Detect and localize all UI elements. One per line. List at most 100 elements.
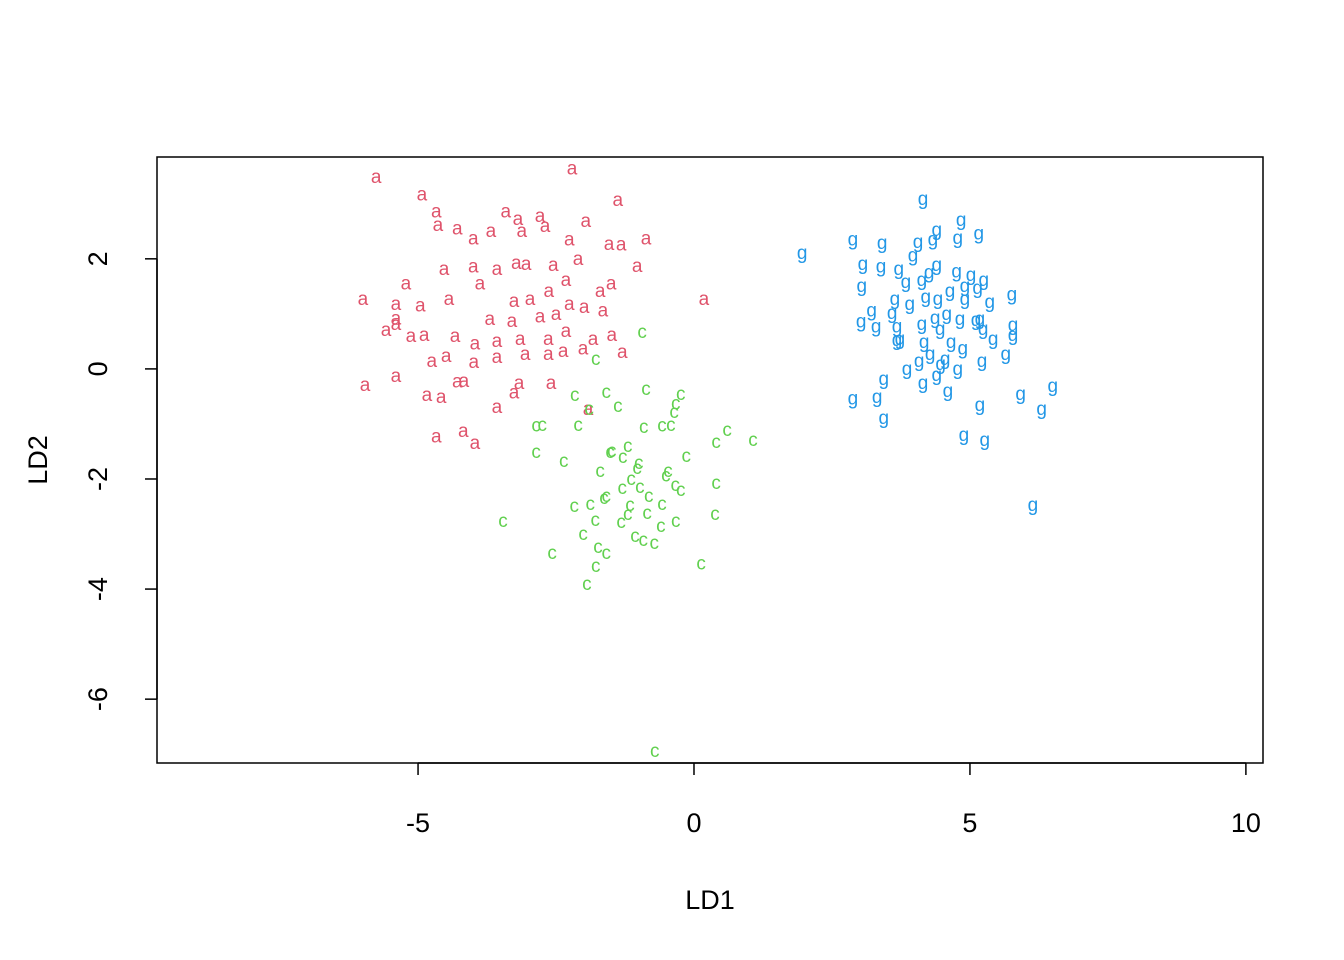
point: g xyxy=(877,233,888,254)
point: g xyxy=(1028,495,1039,516)
point: c xyxy=(711,432,721,453)
point: g xyxy=(932,220,943,241)
point: a xyxy=(470,334,481,355)
point: a xyxy=(604,234,615,255)
point: g xyxy=(966,265,977,286)
point: a xyxy=(475,274,486,295)
point: g xyxy=(953,359,964,380)
point: a xyxy=(468,229,479,250)
point: c xyxy=(625,495,635,516)
point: g xyxy=(946,332,957,353)
point: a xyxy=(581,211,592,232)
point: g xyxy=(985,292,996,313)
point: g xyxy=(871,317,882,338)
point: g xyxy=(913,232,924,253)
point: a xyxy=(520,344,531,365)
point: g xyxy=(935,319,946,340)
point: a xyxy=(561,270,572,291)
point: a xyxy=(431,202,442,223)
point: c xyxy=(591,556,601,577)
point: a xyxy=(501,202,512,223)
point: a xyxy=(544,281,555,302)
point: g xyxy=(797,243,808,264)
point: c xyxy=(641,379,651,400)
point: c xyxy=(671,394,681,415)
point: c xyxy=(591,349,601,370)
point: a xyxy=(509,291,520,312)
point: c xyxy=(573,415,583,436)
point: c xyxy=(595,461,605,482)
point: c xyxy=(661,465,671,486)
point: a xyxy=(641,229,652,250)
point: g xyxy=(917,314,928,335)
point: a xyxy=(406,326,417,347)
point: a xyxy=(401,274,412,295)
point: g xyxy=(930,308,941,329)
point: a xyxy=(468,352,479,373)
point: g xyxy=(928,230,939,251)
point: a xyxy=(381,320,392,341)
point: a xyxy=(606,325,617,346)
point: a xyxy=(606,274,617,295)
point: g xyxy=(971,310,982,331)
point: c xyxy=(696,553,706,574)
point: g xyxy=(872,387,883,408)
point: g xyxy=(848,230,859,251)
point: g xyxy=(1036,399,1047,420)
x-tick-label: -5 xyxy=(406,808,430,838)
point: a xyxy=(551,304,562,325)
point: g xyxy=(902,359,913,380)
point: g xyxy=(957,339,968,360)
point: c xyxy=(607,441,617,462)
point: c xyxy=(531,416,541,437)
point: a xyxy=(573,249,584,270)
point: g xyxy=(858,254,869,275)
point: a xyxy=(514,373,525,394)
point: g xyxy=(924,263,935,284)
point: c xyxy=(593,537,603,558)
point: g xyxy=(1008,315,1019,336)
point: c xyxy=(601,486,611,507)
point: g xyxy=(945,281,956,302)
point: a xyxy=(535,206,546,227)
point: a xyxy=(459,371,470,392)
point: c xyxy=(632,458,642,479)
y-tick-label: -2 xyxy=(83,467,113,491)
point: a xyxy=(521,254,532,275)
point: a xyxy=(509,383,520,404)
point: c xyxy=(601,543,611,564)
point: a xyxy=(579,297,590,318)
point: a xyxy=(422,385,433,406)
point: c xyxy=(537,415,547,436)
point: a xyxy=(578,339,589,360)
point: g xyxy=(887,303,898,324)
point: g xyxy=(921,287,932,308)
point: c xyxy=(710,504,720,525)
point: a xyxy=(436,387,447,408)
point: a xyxy=(517,221,528,242)
point: c xyxy=(599,488,609,509)
point: g xyxy=(940,349,951,370)
y-tick-label: 2 xyxy=(83,251,113,266)
point: g xyxy=(932,255,943,276)
point: a xyxy=(441,346,452,367)
y-axis-label: LD2 xyxy=(23,435,53,485)
point: c xyxy=(531,442,541,463)
point: c xyxy=(669,402,679,423)
point: a xyxy=(535,307,546,328)
point: a xyxy=(450,326,461,347)
x-tick-label: 10 xyxy=(1231,808,1261,838)
point: c xyxy=(623,504,633,525)
point: a xyxy=(561,321,572,342)
point: c xyxy=(711,473,721,494)
point: g xyxy=(943,381,954,402)
point: c xyxy=(682,446,692,467)
point: c xyxy=(498,511,508,532)
point: c xyxy=(657,416,667,437)
point: g xyxy=(975,395,986,416)
point: g xyxy=(848,389,859,410)
point: g xyxy=(941,304,952,325)
point: g xyxy=(932,365,943,386)
point: a xyxy=(564,294,575,315)
